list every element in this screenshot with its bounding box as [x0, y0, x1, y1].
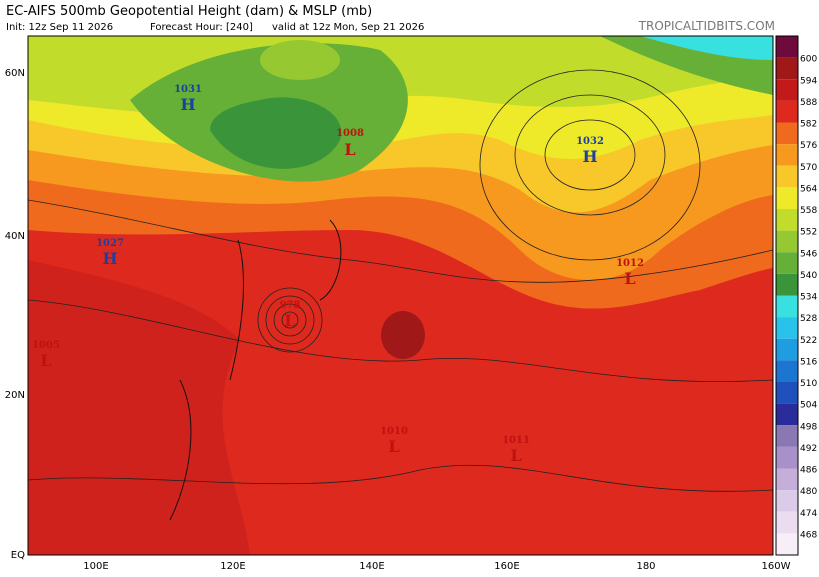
colorbar-label: 564 — [800, 184, 817, 194]
colorbar-cell — [776, 490, 798, 512]
colorbar-cell — [776, 230, 798, 253]
colorbar-label: 468 — [800, 530, 817, 540]
colorbar-cell — [776, 57, 798, 80]
center-value: 978 — [280, 300, 301, 311]
colorbar-label: 498 — [800, 422, 817, 432]
center-symbol: L — [344, 140, 355, 159]
colorbar-cell — [776, 252, 798, 274]
center-symbol: L — [624, 269, 635, 288]
center-symbol: L — [510, 446, 521, 465]
lat-label: EQ — [11, 550, 25, 561]
colorbar-label: 480 — [800, 487, 817, 497]
colorbar-label: 528 — [800, 314, 817, 324]
colorbar-cell — [776, 360, 798, 382]
lat-label: 20N — [5, 390, 25, 401]
colorbar-cell — [776, 295, 798, 318]
colorbar-cell — [776, 317, 798, 339]
colorbar-label: 510 — [800, 379, 817, 389]
center-value: 1027 — [96, 238, 124, 249]
colorbar-label: 516 — [800, 357, 817, 367]
site: TROPICALTIDBITS.COM — [638, 19, 775, 33]
colorbar-label: 570 — [800, 163, 817, 173]
colorbar-cell — [776, 122, 798, 145]
colorbar-label: 594 — [800, 76, 817, 86]
center-value: 1012 — [616, 258, 644, 269]
colorbar-label: 582 — [800, 120, 817, 130]
colorbar-cell — [776, 187, 798, 209]
center-symbol: H — [180, 95, 195, 114]
colorbar-cell — [776, 209, 798, 231]
center-symbol: L — [284, 311, 295, 330]
colorbar-label: 576 — [800, 141, 817, 151]
colorbar-cell — [776, 36, 798, 58]
forecast-hour: Forecast Hour: [240] — [150, 22, 253, 33]
center-symbol: L — [40, 351, 51, 370]
init: Init: 12z Sep 11 2026 — [6, 22, 113, 33]
center-symbol: H — [102, 249, 117, 268]
colorbar-cell — [776, 144, 798, 166]
lat-label: 40N — [5, 231, 25, 242]
colorbar-label: 540 — [800, 271, 817, 281]
colorbar-cell — [776, 100, 798, 123]
colorbar-cell — [776, 338, 798, 361]
valid-time: valid at 12z Mon, Sep 21 2026 — [272, 22, 424, 33]
colorbar-label: 486 — [800, 466, 817, 476]
center-value: 1008 — [336, 128, 364, 139]
colorbar-cell — [776, 403, 798, 426]
colorbar: 600 594 588 582 576 570 564 558 552 546 540 534 528 5… — [775, 35, 817, 556]
colorbar-cell — [776, 165, 798, 188]
colorbar-label: 558 — [800, 206, 817, 216]
colorbar-label: 552 — [800, 228, 817, 238]
center-value: 1005 — [32, 340, 60, 351]
colorbar-cell — [776, 273, 798, 296]
lon-label: 120E — [220, 561, 245, 572]
lon-label: 160W — [762, 561, 791, 572]
center-value: 1032 — [576, 136, 604, 147]
colorbar-label: 546 — [800, 249, 817, 259]
colorbar-label: 534 — [800, 293, 817, 303]
center-symbol: H — [582, 147, 597, 166]
colorbar-label: 474 — [800, 509, 817, 519]
colorbar-label: 504 — [800, 401, 817, 411]
center-value: 1031 — [174, 84, 202, 95]
colorbar-cell — [776, 446, 798, 469]
lat-label: 60N — [5, 68, 25, 79]
center-value: 1010 — [380, 426, 408, 437]
colorbar-cell — [776, 79, 798, 101]
colorbar-label: 522 — [800, 336, 817, 346]
center-symbol: L — [388, 437, 399, 456]
title: EC-AIFS 500mb Geopotential Height (dam) … — [6, 4, 372, 19]
lon-label: 180 — [636, 561, 655, 572]
lon-label: 160E — [494, 561, 519, 572]
colorbar-label: 588 — [800, 98, 817, 108]
map: 1031 H 1032 H 1027 H 1008 L 1012 L 1005 … — [5, 35, 791, 572]
colorbar-cell — [776, 425, 798, 447]
colorbar-cell — [776, 511, 798, 534]
colorbar-cell — [776, 468, 798, 491]
colorbar-frame — [775, 35, 799, 556]
center-value: 1011 — [502, 435, 530, 446]
colorbar-cell — [776, 533, 798, 555]
lon-label: 100E — [83, 561, 108, 572]
colorbar-cell — [776, 382, 798, 404]
colorbar-label: 600 — [800, 55, 817, 65]
lon-label: 140E — [359, 561, 384, 572]
colorbar-label: 492 — [800, 444, 817, 454]
